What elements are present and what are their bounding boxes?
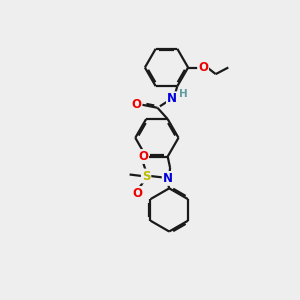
Text: N: N [167, 92, 177, 105]
Text: O: O [138, 150, 148, 163]
Text: S: S [142, 169, 150, 182]
Text: O: O [131, 98, 141, 111]
Text: H: H [179, 89, 188, 99]
Text: O: O [198, 61, 208, 74]
Text: O: O [132, 187, 142, 200]
Text: N: N [163, 172, 173, 185]
